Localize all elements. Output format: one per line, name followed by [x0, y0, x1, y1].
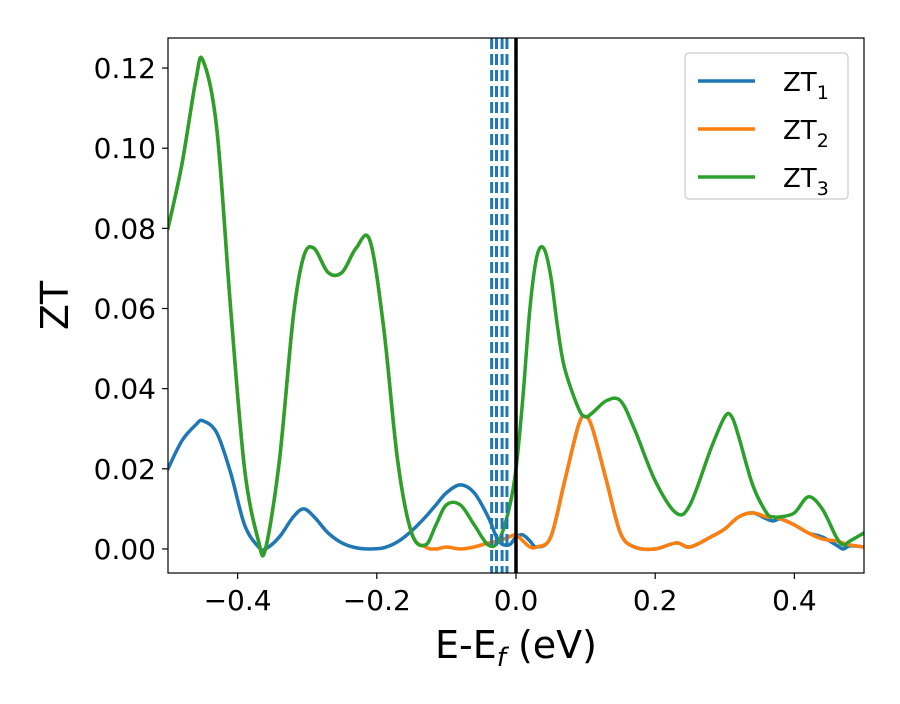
x-axis-ticks: −0.4 −0.2 0.0 0.2 0.4 — [204, 573, 817, 617]
legend-label-zt2: ZT2 — [783, 116, 829, 152]
y-tick-label: 0.10 — [94, 132, 156, 165]
y-tick-label: 0.02 — [94, 453, 156, 486]
x-axis-label: E-Ef (eV) — [435, 623, 597, 673]
y-tick-label: 0.04 — [94, 373, 156, 406]
x-tick-label: −0.2 — [343, 584, 411, 617]
y-axis-label: ZT — [33, 280, 77, 330]
legend: ZT1 ZT2 ZT3 — [684, 52, 849, 200]
y-tick-label: 0.00 — [94, 533, 156, 566]
legend-box — [684, 52, 849, 200]
legend-label-zt3: ZT3 — [783, 164, 829, 200]
y-tick-label: 0.12 — [94, 52, 156, 85]
legend-label-zt1: ZT1 — [783, 68, 829, 104]
x-axis-label-unit: (eV) — [506, 623, 597, 667]
reference-lines — [490, 38, 518, 573]
y-tick-label: 0.06 — [94, 293, 156, 326]
x-tick-label: 0.2 — [633, 584, 678, 617]
x-axis-label-main: E-E — [435, 623, 497, 667]
y-tick-label: 0.08 — [94, 212, 156, 245]
x-tick-label: 0.4 — [772, 584, 817, 617]
x-tick-label: −0.4 — [204, 584, 272, 617]
y-axis-ticks: 0.00 0.02 0.04 0.06 0.08 0.10 0.12 — [94, 52, 168, 566]
x-tick-label: 0.0 — [494, 584, 539, 617]
